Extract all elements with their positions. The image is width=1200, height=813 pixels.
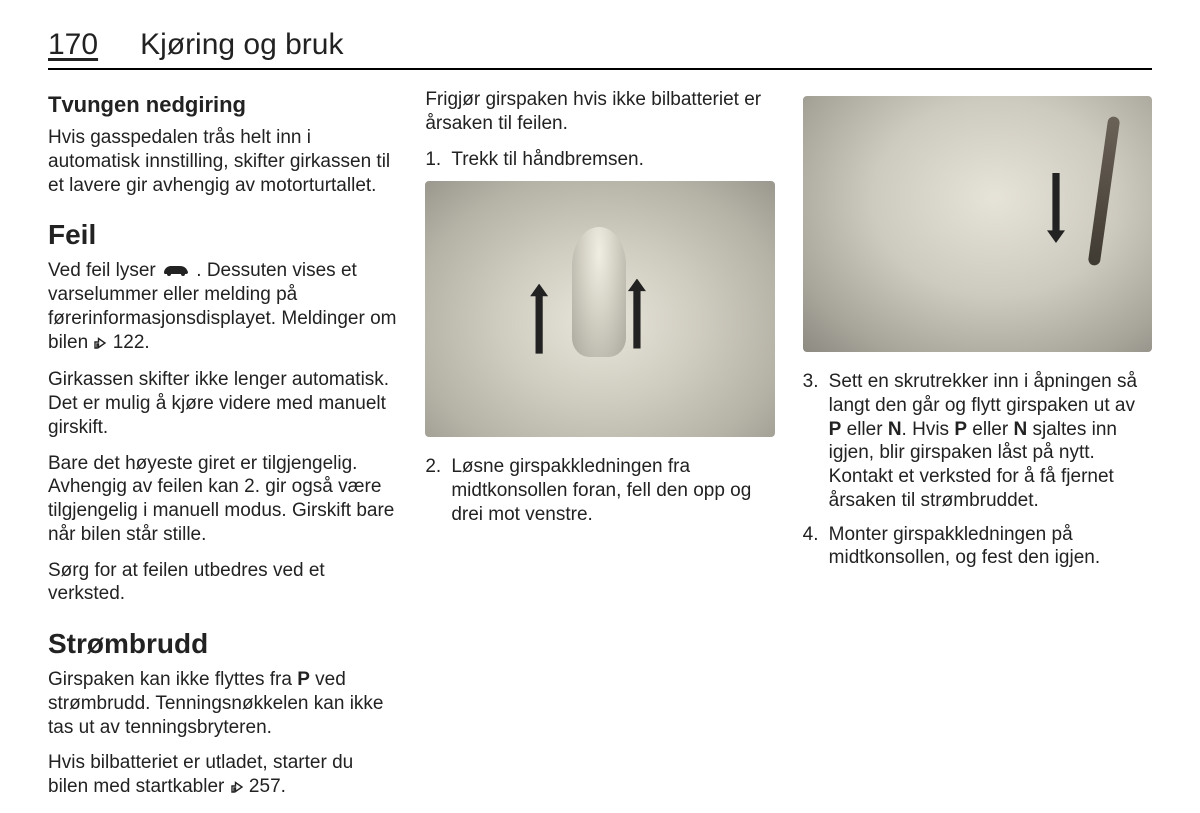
- figure-gear-lever: [425, 181, 774, 437]
- para-feil-1: Ved feil lyser . Dessuten vises et varse…: [48, 259, 397, 356]
- column-left: Tvungen nedgiring Hvis gasspedalen trås …: [48, 88, 397, 813]
- step-4: 4. Monter girspakkledningen på midtkonso…: [803, 523, 1152, 571]
- step-1: 1. Trekk til håndbremsen.: [425, 148, 774, 172]
- para-feil-2: Girkassen skifter ikke lenger automatisk…: [48, 368, 397, 439]
- arrow-down-icon: [1047, 173, 1065, 243]
- para-strom-2: Hvis bilbatteriet er utladet, starter du…: [48, 751, 397, 801]
- bold-p: P: [829, 419, 842, 440]
- steps-list-col2-cont: 2. Løsne girspakkledningen fra midtkonso…: [425, 455, 774, 526]
- arrow-up-icon: [628, 279, 646, 349]
- column-middle: Frigjør girspaken hvis ikke bilbatteriet…: [425, 88, 774, 813]
- page-number: 170: [48, 28, 98, 62]
- bold-p: P: [297, 669, 310, 690]
- page-ref-icon: [230, 777, 244, 801]
- list-text: Trekk til håndbremsen.: [451, 149, 644, 170]
- steps-list-col3: 3. Sett en skrutrekker inn i åpningen så…: [803, 370, 1152, 570]
- heading-feil: Feil: [48, 219, 397, 251]
- content-columns: Tvungen nedgiring Hvis gasspedalen trås …: [48, 88, 1152, 813]
- bold-n: N: [888, 419, 902, 440]
- page-ref: 122.: [107, 332, 149, 353]
- list-number: 4.: [803, 523, 819, 547]
- page-ref-icon: [93, 333, 107, 357]
- arrow-up-icon: [530, 284, 548, 354]
- figure-screwdriver: [803, 96, 1152, 352]
- car-warning-icon: [161, 259, 191, 283]
- bold-n: N: [1013, 419, 1027, 440]
- list-text: Monter girspakkledningen på midtkonsolle…: [829, 524, 1100, 569]
- text-fragment: Sett en skrutrekker inn i åpningen så la…: [829, 371, 1137, 416]
- steps-list-col2: 1. Trekk til håndbremsen.: [425, 148, 774, 172]
- page-header: 170 Kjøring og bruk: [48, 28, 1152, 70]
- text-fragment: Girspaken kan ikke flyttes fra: [48, 669, 297, 690]
- para-tvungen: Hvis gasspedalen trås helt inn i automat…: [48, 126, 397, 197]
- text-fragment: eller: [841, 419, 887, 440]
- step-3: 3. Sett en skrutrekker inn i åpningen så…: [803, 370, 1152, 513]
- text-fragment: eller: [967, 419, 1013, 440]
- step-2: 2. Løsne girspakkledningen fra midtkonso…: [425, 455, 774, 526]
- heading-tvungen: Tvungen nedgiring: [48, 92, 397, 118]
- bold-p: P: [954, 419, 967, 440]
- chapter-title: Kjøring og bruk: [140, 28, 343, 62]
- text-fragment: Ved feil lyser: [48, 260, 161, 281]
- list-text: Løsne girspakkledningen fra midtkonsolle…: [451, 456, 751, 525]
- list-number: 2.: [425, 455, 441, 479]
- text-fragment: . Hvis: [902, 419, 955, 440]
- heading-strombrudd: Strømbrudd: [48, 628, 397, 660]
- para-feil-4: Sørg for at feilen utbedres ved et verks…: [48, 559, 397, 607]
- para-feil-3: Bare det høyeste giret er tilgjengelig. …: [48, 452, 397, 547]
- para-strom-1: Girspaken kan ikke flyttes fra P ved str…: [48, 668, 397, 739]
- para-intro-col2: Frigjør girspaken hvis ikke bilbatteriet…: [425, 88, 774, 136]
- list-number: 3.: [803, 370, 819, 394]
- page-ref: 257.: [244, 776, 286, 797]
- list-number: 1.: [425, 148, 441, 172]
- text-fragment: Hvis bilbatteriet er utladet, starter du…: [48, 752, 353, 797]
- column-right: 3. Sett en skrutrekker inn i åpningen så…: [803, 88, 1152, 813]
